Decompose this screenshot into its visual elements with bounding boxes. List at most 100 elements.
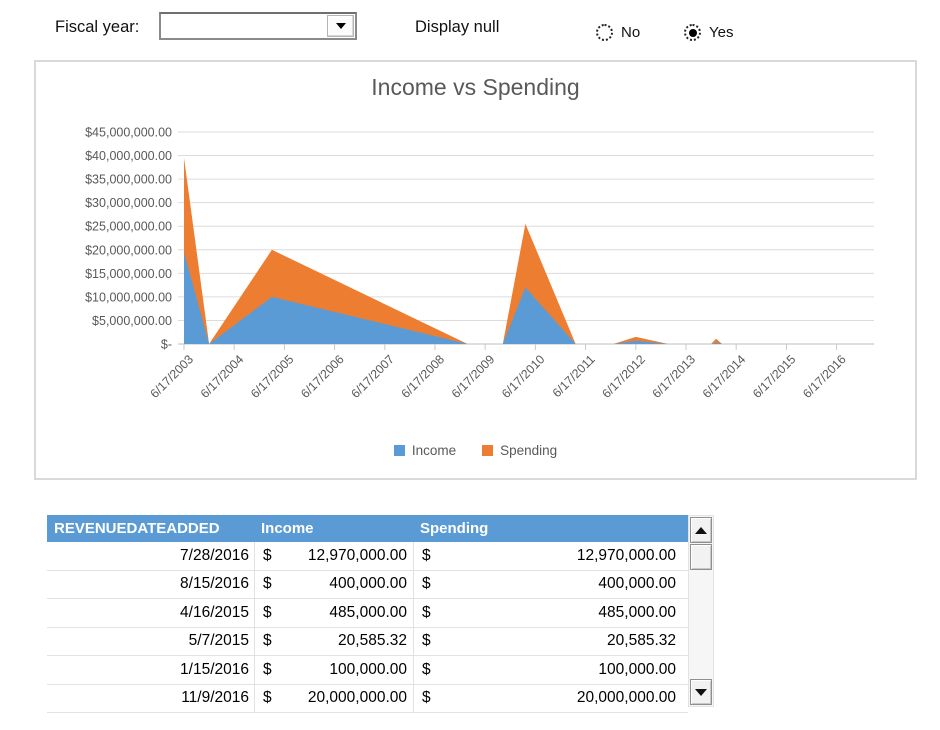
scroll-up-arrow-icon — [695, 526, 707, 534]
chart-title: Income vs Spending — [371, 74, 580, 100]
income-area-series — [184, 252, 837, 344]
legend-spending-label: Spending — [500, 443, 558, 458]
x-axis-tick-label: 6/17/2010 — [499, 352, 548, 401]
cell-income: $20,000,000.00 — [254, 684, 413, 712]
y-axis-tick-label: $15,000,000.00 — [85, 267, 172, 281]
chevron-down-icon — [335, 23, 346, 29]
table-row: 5/7/2015 $20,585.32 $20,585.32 — [47, 627, 688, 656]
y-axis-tick-label: $45,000,000.00 — [85, 126, 172, 140]
x-axis-tick-label: 6/17/2015 — [750, 352, 799, 401]
y-axis-tick-label: $30,000,000.00 — [85, 196, 172, 210]
currency-symbol: $ — [263, 546, 272, 564]
currency-symbol: $ — [422, 632, 431, 650]
fiscal-year-value[interactable] — [161, 14, 326, 38]
y-axis-tick-label: $40,000,000.00 — [85, 149, 172, 163]
radio-option-no[interactable]: No — [596, 24, 640, 41]
table-body: 7/28/2016 $12,970,000.00 $12,970,000.00 8/1… — [47, 542, 688, 713]
amount: 20,000,000.00 — [576, 689, 676, 707]
spending-series-swatch-icon — [482, 445, 494, 456]
x-axis-tick-label: 6/17/2004 — [198, 352, 247, 401]
cell-spending: $20,585.32 — [413, 627, 688, 655]
x-axis-tick-label: 6/17/2016 — [800, 352, 849, 401]
radio-yes-label: Yes — [709, 24, 734, 41]
table-row: 8/15/2016 $400,000.00 $400,000.00 — [47, 570, 688, 599]
cell-date: 4/16/2015 — [180, 603, 249, 621]
cell-income: $20,585.32 — [254, 627, 413, 655]
cell-income: $12,970,000.00 — [254, 542, 413, 570]
spending-area-series — [184, 157, 837, 344]
column-header-spending: Spending — [420, 520, 489, 537]
radio-button-no[interactable] — [596, 24, 613, 41]
currency-symbol: $ — [263, 603, 272, 621]
table-header-row: REVENUEDATEADDED Income Spending — [47, 515, 688, 542]
amount: 100,000.00 — [598, 660, 676, 678]
currency-symbol: $ — [263, 575, 272, 593]
x-axis-tick-label: 6/17/2013 — [650, 352, 699, 401]
y-axis-tick-label: $- — [161, 338, 172, 352]
x-axis-tick-label: 6/17/2006 — [298, 352, 347, 401]
income-series-swatch-icon — [393, 445, 405, 456]
chart-panel: Income vs Spending $45,000,000.00 $40,000… — [34, 60, 917, 480]
radio-option-yes[interactable]: Yes — [684, 24, 733, 41]
x-axis-tick-label: 6/17/2008 — [399, 352, 448, 401]
currency-symbol: $ — [263, 660, 272, 678]
display-null-label: Display null — [415, 18, 500, 36]
currency-symbol: $ — [263, 689, 272, 707]
chart-legend: Income Spending — [36, 443, 915, 458]
x-axis-tick-label: 6/17/2005 — [248, 352, 297, 401]
x-axis-tick-label: 6/17/2009 — [449, 352, 498, 401]
radio-button-yes[interactable] — [684, 24, 701, 41]
column-header-date: REVENUEDATEADDED — [54, 520, 220, 537]
table-row: 7/28/2016 $12,970,000.00 $12,970,000.00 — [47, 542, 688, 571]
cell-spending: $100,000.00 — [413, 656, 688, 684]
legend-item-income: Income — [393, 443, 457, 458]
amount: 100,000.00 — [329, 660, 407, 678]
amount: 400,000.00 — [329, 575, 407, 593]
scrollbar-thumb[interactable] — [690, 544, 712, 570]
combobox-dropdown-button[interactable] — [327, 15, 354, 37]
x-axis-tick-label: 6/17/2012 — [599, 352, 648, 401]
y-axis-tick-label: $25,000,000.00 — [85, 220, 172, 234]
amount: 485,000.00 — [329, 603, 407, 621]
legend-income-label: Income — [411, 443, 457, 458]
scroll-down-button[interactable] — [690, 679, 712, 705]
x-axis-tick-label: 6/17/2003 — [148, 352, 197, 401]
y-axis-tick-label: $35,000,000.00 — [85, 173, 172, 187]
currency-symbol: $ — [422, 546, 431, 564]
cell-income: $100,000.00 — [254, 656, 413, 684]
currency-symbol: $ — [422, 575, 431, 593]
fiscal-year-combobox[interactable] — [159, 12, 357, 40]
column-header-income: Income — [261, 520, 314, 537]
table-scrollbar[interactable] — [688, 515, 714, 707]
currency-symbol: $ — [422, 603, 431, 621]
cell-income: $400,000.00 — [254, 570, 413, 598]
amount: 400,000.00 — [598, 575, 676, 593]
scroll-up-button[interactable] — [690, 517, 712, 543]
amount: 20,585.32 — [607, 632, 676, 650]
cell-spending: $485,000.00 — [413, 599, 688, 627]
income-spending-area-chart: $45,000,000.00 $40,000,000.00 $35,000,000.… — [85, 126, 874, 401]
cell-date: 8/15/2016 — [180, 575, 249, 593]
cell-date: 1/15/2016 — [180, 660, 249, 678]
radio-no-label: No — [621, 24, 641, 41]
amount: 485,000.00 — [598, 603, 676, 621]
table-row: 1/15/2016 $100,000.00 $100,000.00 — [47, 656, 688, 685]
table-row: 11/9/2016 $20,000,000.00 $20,000,000.00 — [47, 684, 688, 713]
amount: 12,970,000.00 — [576, 546, 676, 564]
cell-date: 11/9/2016 — [181, 689, 249, 707]
cell-spending: $400,000.00 — [413, 570, 688, 598]
fiscal-year-label: Fiscal year: — [55, 18, 140, 36]
y-axis-tick-label: $10,000,000.00 — [85, 290, 172, 304]
legend-item-spending: Spending — [482, 443, 557, 458]
cell-date: 5/7/2015 — [188, 632, 249, 650]
y-axis-tick-label: $20,000,000.00 — [85, 243, 172, 257]
cell-spending: $12,970,000.00 — [413, 542, 688, 570]
x-axis-tick-label: 6/17/2011 — [550, 352, 598, 400]
currency-symbol: $ — [422, 689, 431, 707]
currency-symbol: $ — [422, 660, 431, 678]
scroll-down-arrow-icon — [695, 688, 707, 696]
y-axis-tick-label: $5,000,000.00 — [92, 314, 172, 328]
amount: 20,585.32 — [338, 632, 407, 650]
cell-income: $485,000.00 — [254, 599, 413, 627]
amount: 20,000,000.00 — [307, 689, 407, 707]
